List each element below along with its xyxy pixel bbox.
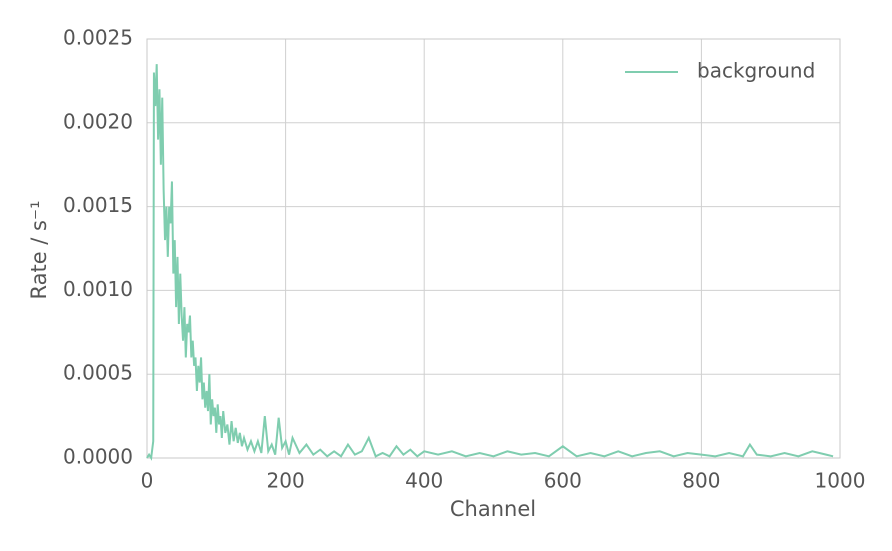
x-tick-label: 1000 [815,469,866,493]
x-tick-label: 0 [141,469,154,493]
x-tick-label: 800 [682,469,720,493]
y-tick-label: 0.0005 [63,361,133,385]
y-tick-label: 0.0010 [63,277,133,301]
y-tick-label: 0.0015 [63,193,133,217]
y-tick-label: 0.0025 [63,26,133,50]
legend-label: background [697,59,815,83]
x-tick-label: 600 [544,469,582,493]
x-tick-label: 200 [267,469,305,493]
y-tick-label: 0.0000 [63,445,133,469]
y-axis-label: Rate / s⁻¹ [27,200,51,299]
x-axis-label: Channel [450,497,536,521]
x-tick-label: 400 [405,469,443,493]
data-line [146,64,834,461]
y-tick-label: 0.0020 [63,109,133,133]
plot-frame [146,38,841,459]
